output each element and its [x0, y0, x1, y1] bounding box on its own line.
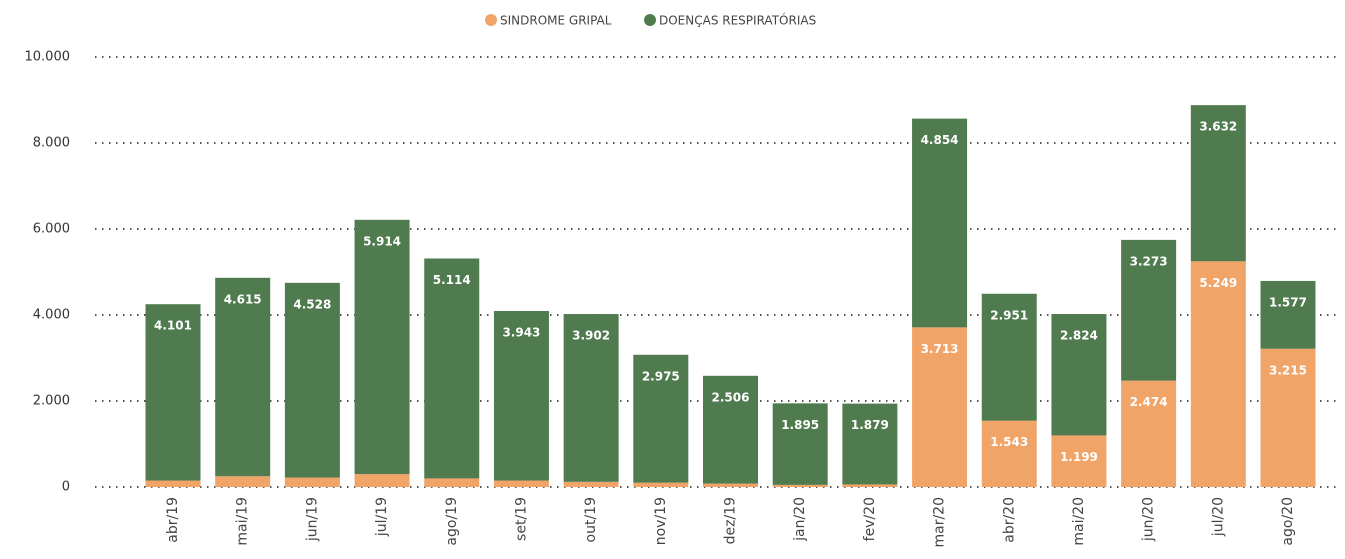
- y-tick-label: 10.000: [25, 50, 71, 65]
- x-tick-label: dez/19: [723, 497, 739, 544]
- x-tick-label: jun/19: [304, 497, 320, 542]
- x-tick-label: jul/19: [374, 497, 390, 537]
- value-label: 3.632: [1199, 120, 1237, 134]
- bar-segment: [424, 478, 480, 487]
- value-label: 2.474: [1130, 395, 1168, 409]
- value-label: 4.101: [154, 319, 192, 333]
- bar-segment: [842, 484, 898, 487]
- legend-label: DOENÇAS RESPIRATÓRIAS: [659, 13, 816, 28]
- bar-segment: [493, 480, 549, 487]
- bar-segment: [563, 481, 619, 487]
- value-label: 2.506: [712, 390, 750, 404]
- value-label: 5.114: [433, 273, 471, 287]
- x-tick-label: out/19: [583, 497, 599, 542]
- legend-label: SINDROME GRIPAL: [500, 14, 612, 28]
- x-tick-label: abr/19: [165, 497, 181, 543]
- y-tick-label: 2.000: [33, 394, 70, 409]
- value-label: 5.249: [1199, 276, 1237, 290]
- bar-segment: [145, 480, 201, 487]
- value-label: 1.543: [990, 435, 1028, 449]
- legend-swatch: [485, 14, 497, 26]
- bar-segment: [912, 327, 968, 487]
- legend-swatch: [644, 14, 656, 26]
- bar-segment: [284, 477, 340, 487]
- value-label: 1.879: [851, 418, 889, 432]
- value-label: 2.951: [990, 308, 1028, 322]
- x-tick-label: set/19: [513, 497, 529, 541]
- value-label: 3.215: [1269, 363, 1307, 377]
- x-tick-label: jan/20: [792, 497, 808, 542]
- bar-segment: [1190, 261, 1246, 487]
- value-label: 4.854: [921, 133, 959, 147]
- y-tick-label: 0: [62, 480, 70, 495]
- x-tick-label: jun/20: [1141, 497, 1157, 542]
- bar-segment: [981, 293, 1037, 421]
- x-tick-label: mai/19: [235, 497, 251, 546]
- x-tick-label: fev/20: [862, 497, 878, 541]
- bar-segment: [912, 118, 968, 328]
- bar-segment: [703, 483, 758, 487]
- value-label: 1.895: [781, 418, 819, 432]
- value-label: 5.914: [363, 234, 401, 248]
- x-tick-label: jul/20: [1210, 497, 1226, 537]
- bar-segment: [1190, 105, 1246, 262]
- y-tick-label: 6.000: [33, 222, 70, 237]
- x-tick-label: abr/20: [1001, 497, 1017, 543]
- bar-segment: [633, 482, 689, 487]
- bar-segment: [633, 354, 689, 483]
- bar-segment: [1051, 435, 1107, 487]
- bar-segment: [1260, 348, 1316, 487]
- value-label: 2.824: [1060, 329, 1098, 343]
- bar-segment: [1051, 314, 1107, 436]
- x-tick-label: ago/19: [444, 497, 460, 546]
- bar-segment: [1121, 239, 1177, 381]
- bar-segment: [1260, 280, 1316, 349]
- value-label: 1.199: [1060, 450, 1098, 464]
- bar-segment: [772, 403, 828, 485]
- x-tick-label: mai/20: [1071, 497, 1087, 546]
- value-label: 3.902: [572, 329, 610, 343]
- value-label: 3.713: [921, 342, 959, 356]
- bar-segment: [563, 314, 619, 482]
- x-tick-label: mar/20: [932, 497, 948, 548]
- bar-segment: [354, 219, 410, 475]
- bar-segment: [981, 420, 1037, 487]
- bar-segment: [1121, 380, 1177, 487]
- bar-segment: [772, 484, 828, 487]
- bar-segment: [215, 476, 271, 487]
- bar-segment: [145, 304, 201, 481]
- bar-segment: [284, 282, 340, 478]
- value-label: 2.975: [642, 369, 680, 383]
- value-label: 3.273: [1130, 254, 1168, 268]
- y-tick-label: 8.000: [33, 136, 70, 151]
- bar-segment: [424, 258, 480, 479]
- x-tick-label: nov/19: [653, 497, 669, 545]
- y-tick-label: 4.000: [33, 308, 70, 323]
- bar-segment: [493, 311, 549, 481]
- value-label: 4.528: [293, 297, 331, 311]
- bar-segment: [842, 403, 898, 485]
- bar-segment: [215, 277, 271, 477]
- bar-segment: [354, 474, 410, 487]
- value-label: 4.615: [224, 292, 262, 306]
- value-label: 1.577: [1269, 295, 1307, 309]
- x-tick-label: ago/20: [1280, 497, 1296, 546]
- bar-segment: [703, 375, 758, 484]
- value-label: 3.943: [502, 326, 540, 340]
